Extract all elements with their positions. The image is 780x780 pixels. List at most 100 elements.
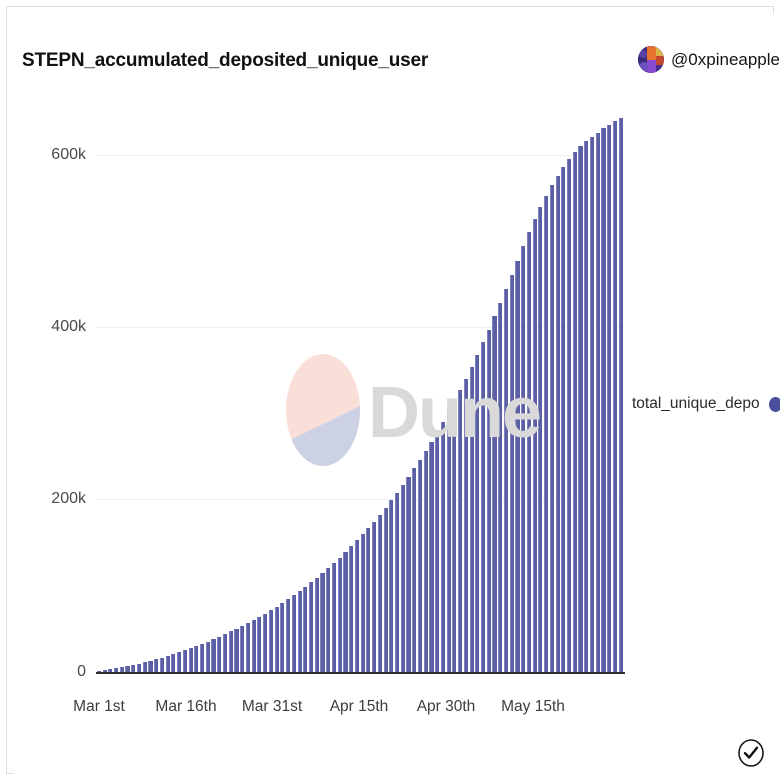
bar[interactable] — [452, 400, 457, 672]
bar[interactable] — [503, 289, 509, 672]
bar[interactable] — [601, 128, 606, 672]
bar[interactable] — [257, 616, 262, 672]
bar[interactable] — [440, 421, 445, 672]
bar[interactable] — [412, 468, 417, 672]
bar[interactable] — [521, 245, 526, 672]
bar[interactable] — [429, 441, 434, 672]
bar[interactable] — [544, 195, 549, 672]
bar[interactable] — [481, 342, 486, 672]
bar[interactable] — [538, 206, 543, 672]
bar[interactable] — [188, 648, 193, 672]
bar[interactable] — [417, 459, 423, 672]
bar[interactable] — [308, 582, 314, 672]
bar[interactable] — [303, 586, 308, 672]
user-handle[interactable]: @0xpineapple — [671, 49, 780, 69]
bar[interactable] — [567, 159, 572, 672]
bar[interactable] — [211, 639, 216, 672]
bar-slot — [107, 120, 113, 672]
bar[interactable] — [142, 662, 147, 672]
bar[interactable] — [331, 562, 337, 672]
bar[interactable] — [337, 557, 342, 672]
bar[interactable] — [251, 619, 256, 672]
bar-slot — [423, 120, 429, 672]
bar[interactable] — [314, 577, 319, 672]
bar[interactable] — [492, 316, 497, 672]
bar[interactable] — [572, 152, 577, 672]
bar[interactable] — [458, 389, 463, 672]
bar[interactable] — [515, 260, 520, 672]
bar[interactable] — [394, 492, 400, 672]
bar[interactable] — [240, 625, 245, 672]
bar[interactable] — [119, 667, 124, 672]
bar[interactable] — [343, 551, 348, 672]
bar[interactable] — [349, 546, 354, 672]
bar[interactable] — [509, 275, 514, 672]
bar[interactable] — [159, 657, 164, 672]
bar[interactable] — [200, 643, 205, 672]
bar[interactable] — [486, 329, 491, 672]
bar[interactable] — [205, 641, 210, 672]
bar[interactable] — [463, 378, 468, 672]
bar[interactable] — [286, 599, 291, 672]
bar[interactable] — [578, 146, 583, 672]
bar[interactable] — [291, 595, 296, 672]
bar[interactable] — [194, 646, 199, 672]
bar[interactable] — [549, 185, 554, 672]
bar[interactable] — [469, 366, 474, 672]
bar[interactable] — [595, 132, 600, 672]
bar[interactable] — [406, 476, 411, 672]
bar[interactable] — [618, 117, 623, 672]
bar[interactable] — [561, 167, 566, 672]
bar[interactable] — [245, 622, 251, 672]
bar[interactable] — [131, 665, 136, 672]
bar[interactable] — [446, 411, 451, 672]
bar[interactable] — [423, 450, 428, 672]
bar[interactable] — [234, 628, 239, 672]
bar[interactable] — [177, 652, 182, 672]
bar[interactable] — [108, 669, 113, 672]
bar[interactable] — [383, 507, 388, 672]
y-tick-label: 200k — [51, 490, 86, 507]
bar[interactable] — [114, 668, 119, 672]
bar[interactable] — [96, 670, 101, 672]
bar[interactable] — [360, 534, 365, 672]
bar[interactable] — [326, 568, 331, 672]
bar[interactable] — [612, 121, 618, 672]
bar[interactable] — [274, 606, 279, 672]
bar[interactable] — [280, 603, 285, 672]
bar[interactable] — [263, 613, 268, 672]
bar[interactable] — [154, 659, 159, 672]
bar[interactable] — [607, 124, 612, 672]
bar[interactable] — [297, 591, 302, 672]
bar[interactable] — [526, 231, 531, 672]
bar[interactable] — [165, 655, 170, 672]
legend-item-label[interactable]: total_unique_depo — [632, 395, 760, 412]
bar[interactable] — [136, 663, 142, 672]
bar[interactable] — [389, 500, 394, 672]
bar[interactable] — [320, 573, 325, 672]
bar[interactable] — [532, 218, 537, 672]
bar[interactable] — [555, 175, 560, 672]
bar[interactable] — [125, 666, 130, 672]
bar[interactable] — [584, 141, 589, 672]
circle-check-icon — [736, 738, 766, 768]
bar[interactable] — [498, 303, 503, 672]
bar[interactable] — [268, 610, 273, 672]
bar[interactable] — [228, 631, 233, 672]
bar[interactable] — [435, 431, 440, 672]
bar[interactable] — [148, 660, 153, 672]
bar-slot — [119, 120, 125, 672]
bar[interactable] — [354, 540, 359, 672]
bar[interactable] — [171, 654, 176, 672]
bar[interactable] — [377, 514, 382, 672]
bar[interactable] — [182, 650, 187, 672]
bar[interactable] — [475, 354, 480, 672]
bar[interactable] — [372, 521, 377, 672]
bar[interactable] — [102, 670, 107, 672]
bar[interactable] — [222, 634, 228, 672]
bar[interactable] — [589, 136, 595, 672]
bar[interactable] — [217, 636, 222, 672]
bar-slot — [216, 120, 222, 672]
bar[interactable] — [366, 528, 371, 672]
bar[interactable] — [400, 484, 405, 672]
